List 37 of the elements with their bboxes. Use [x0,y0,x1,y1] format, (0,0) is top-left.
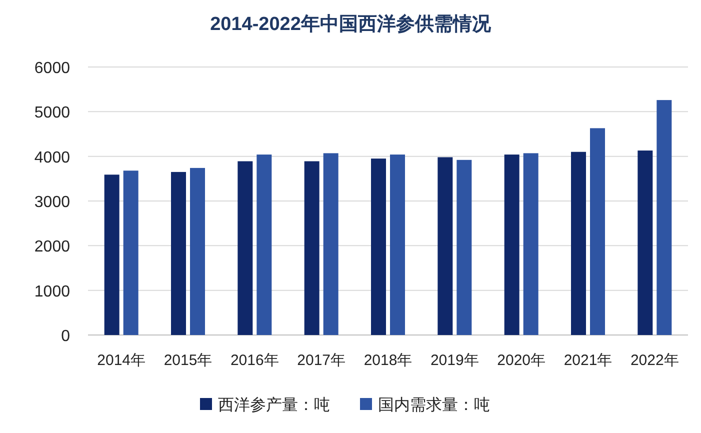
bar [523,153,538,335]
x-tick-label: 2019年 [430,352,479,369]
bar [104,174,120,335]
y-tick-label: 3000 [34,194,70,211]
x-tick-label: 2022年 [630,352,679,369]
bar [504,154,520,335]
x-tick-label: 2017年 [297,352,346,369]
bar [656,100,672,335]
bar [390,154,405,335]
bar [638,150,653,335]
bar [256,154,272,335]
y-tick-label: 2000 [34,238,70,256]
bar [190,168,205,335]
y-tick-label: 4000 [34,149,70,166]
bar [438,157,453,335]
bar [171,172,186,335]
chart-title: 2014-2022年中国西洋参供需情况 [210,13,492,35]
y-tick-label: 0 [61,328,70,345]
y-tick-label: 5000 [34,104,70,122]
bar [456,160,472,335]
y-tick-label: 1000 [34,283,70,300]
x-tick-label: 2015年 [164,352,212,369]
x-tick-label: 2016年 [230,352,279,369]
legend-label: 西洋参产量：吨 [218,396,330,414]
x-tick-label: 2018年 [364,352,412,369]
bar [571,152,586,335]
bar [304,161,320,335]
x-tick-label: 2020年 [497,352,546,369]
bar [123,170,138,335]
bar [238,161,253,335]
y-tick-label: 6000 [34,60,70,77]
bar [590,128,605,335]
x-tick-label: 2014年 [97,352,146,369]
bar [371,158,386,335]
bar [323,153,338,335]
x-tick-label: 2021年 [564,352,612,369]
legend-label: 国内需求量：吨 [378,396,490,414]
